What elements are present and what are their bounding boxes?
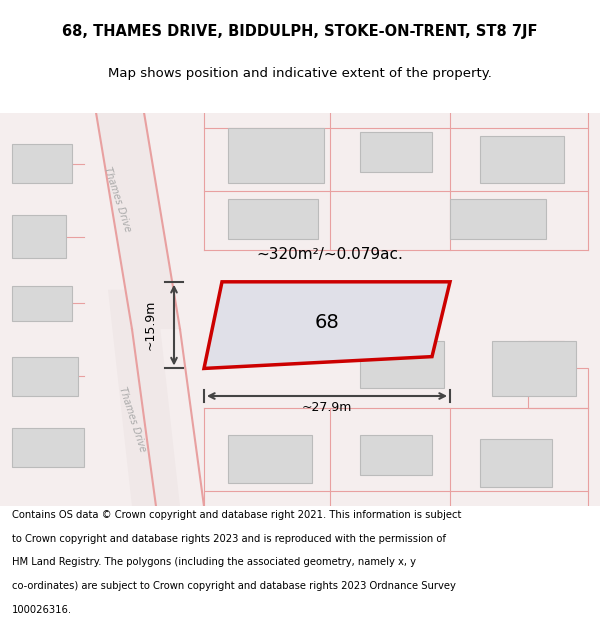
Polygon shape (204, 282, 450, 368)
Bar (228, 199, 318, 239)
Bar (12, 215, 66, 258)
Text: 68: 68 (314, 312, 340, 332)
Bar (360, 341, 444, 388)
Text: co-ordinates) are subject to Crown copyright and database rights 2023 Ordnance S: co-ordinates) are subject to Crown copyr… (12, 581, 456, 591)
Text: ~27.9m: ~27.9m (302, 401, 352, 414)
Bar (360, 132, 432, 171)
Bar (12, 144, 72, 183)
Polygon shape (96, 112, 180, 329)
Text: to Crown copyright and database rights 2023 and is reproduced with the permissio: to Crown copyright and database rights 2… (12, 534, 446, 544)
Text: ~15.9m: ~15.9m (143, 300, 157, 350)
Bar (228, 436, 312, 482)
Bar (480, 136, 564, 183)
Polygon shape (108, 290, 180, 506)
Text: Map shows position and indicative extent of the property.: Map shows position and indicative extent… (108, 67, 492, 79)
Bar (12, 286, 72, 321)
Bar (12, 357, 78, 396)
Text: 100026316.: 100026316. (12, 605, 72, 615)
Bar (228, 128, 324, 183)
Bar (480, 439, 552, 486)
Text: Thames Drive: Thames Drive (117, 386, 147, 454)
Text: HM Land Registry. The polygons (including the associated geometry, namely x, y: HM Land Registry. The polygons (includin… (12, 558, 416, 568)
Bar (360, 436, 432, 475)
Bar (492, 341, 576, 396)
Text: Contains OS data © Crown copyright and database right 2021. This information is : Contains OS data © Crown copyright and d… (12, 510, 461, 520)
Text: ~320m²/~0.079ac.: ~320m²/~0.079ac. (257, 247, 403, 262)
Text: 68, THAMES DRIVE, BIDDULPH, STOKE-ON-TRENT, ST8 7JF: 68, THAMES DRIVE, BIDDULPH, STOKE-ON-TRE… (62, 24, 538, 39)
Text: Thames Drive: Thames Drive (102, 165, 132, 233)
Bar (450, 199, 546, 239)
Bar (12, 428, 84, 467)
